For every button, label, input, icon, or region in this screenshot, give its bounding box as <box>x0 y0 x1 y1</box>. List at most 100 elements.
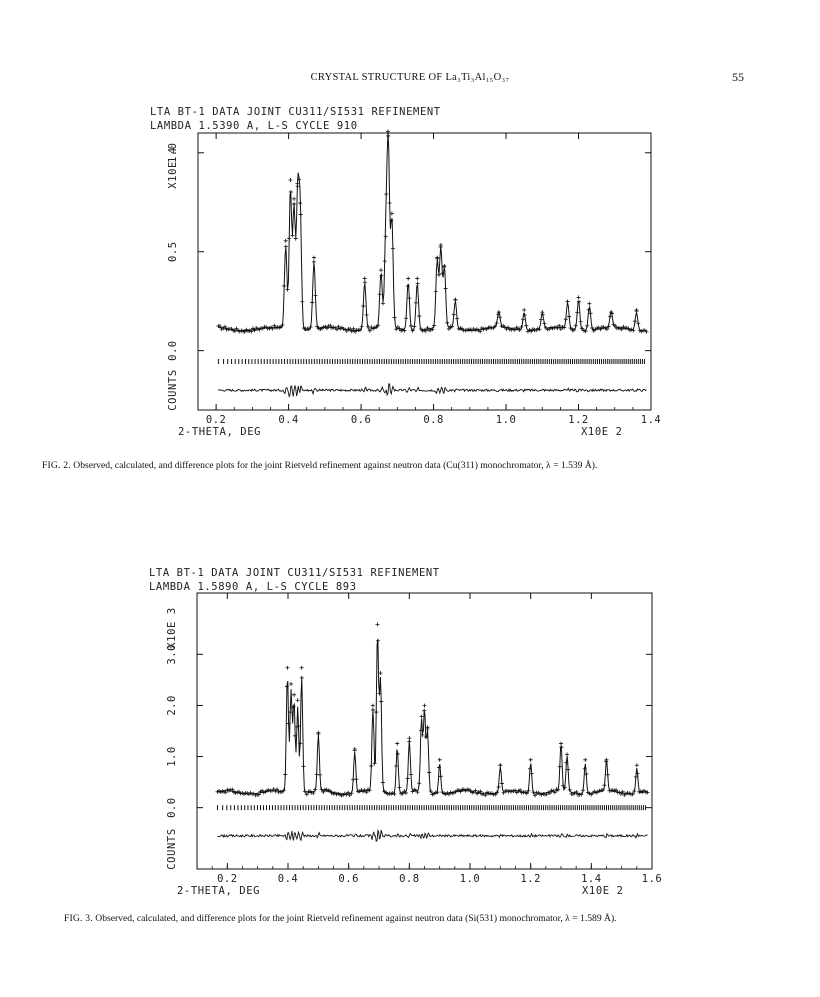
observed-point <box>313 293 318 298</box>
figure-3-label: FIG. 3. <box>64 913 93 924</box>
observed-point <box>494 790 499 795</box>
observed-point <box>415 281 420 286</box>
observed-point <box>218 324 223 329</box>
observed-point <box>256 792 261 797</box>
chart-title: LTA BT-1 DATA JOINT CU311/SI531 REFINEME… <box>150 106 441 118</box>
peak-marker <box>442 263 447 268</box>
peak-marker <box>565 752 570 757</box>
observed-point <box>435 790 440 795</box>
observed-point <box>422 708 427 713</box>
x-tick-label: 0.6 <box>338 873 358 885</box>
observed-points <box>216 129 649 334</box>
observed-point <box>630 792 635 797</box>
observed-point <box>579 792 584 797</box>
observed-point <box>272 323 277 328</box>
observed-point <box>313 787 318 792</box>
peak-marker <box>565 299 570 304</box>
peak-marker <box>389 211 394 216</box>
observed-point <box>366 324 371 329</box>
observed-point <box>291 704 296 709</box>
observed-point <box>602 783 607 788</box>
observed-point <box>529 771 534 776</box>
observed-point <box>325 326 330 331</box>
peak-marker <box>288 177 293 182</box>
observed-point <box>613 323 618 328</box>
observed-point <box>298 212 303 217</box>
observed-point <box>576 299 581 304</box>
observed-point <box>318 772 323 777</box>
observed-point <box>370 707 375 712</box>
peak-marker <box>316 730 321 735</box>
observed-point <box>584 772 589 777</box>
peak-marker <box>576 295 581 300</box>
observed-point <box>283 244 288 249</box>
observed-point <box>575 310 580 315</box>
observed-point <box>379 699 384 704</box>
observed-point <box>586 307 591 312</box>
observed-point <box>451 312 456 317</box>
peak-marker <box>292 196 297 201</box>
figure-2-caption-text: Observed, calculated, and difference plo… <box>73 460 598 471</box>
observed-point <box>605 772 610 777</box>
observed-point <box>418 728 423 733</box>
peak-marker <box>583 757 588 762</box>
observed-point <box>382 259 387 264</box>
y-tick-label: 0.5 <box>167 241 179 261</box>
x-tick-label: 1.4 <box>581 873 601 885</box>
observed-point <box>632 789 637 794</box>
peak-marker <box>362 276 367 281</box>
observed-point <box>404 316 409 321</box>
x-tick-label: 1.0 <box>460 873 480 885</box>
observed-point <box>377 292 382 297</box>
observed-point <box>407 296 412 301</box>
observed-point <box>614 788 619 793</box>
observed-point <box>280 322 285 327</box>
observed-point <box>417 781 422 786</box>
peak-marker <box>407 736 412 741</box>
observed-point <box>397 785 402 790</box>
observed-point <box>496 784 501 789</box>
observed-point <box>563 317 568 322</box>
observed-point <box>539 317 544 322</box>
observed-point <box>420 732 425 737</box>
observed-point <box>430 327 435 332</box>
peak-marker <box>378 671 383 676</box>
peak-marker <box>609 310 614 315</box>
observed-point <box>315 324 320 329</box>
reflection-ticks <box>216 805 646 811</box>
y-axis-multiplier: X10E 3 <box>166 607 178 649</box>
observed-point <box>499 781 504 786</box>
observed-point <box>374 710 379 715</box>
peak-marker <box>406 276 411 281</box>
observed-point <box>557 764 562 769</box>
observed-point <box>311 259 316 264</box>
observed-point <box>580 326 585 331</box>
observed-point <box>517 327 522 332</box>
observed-point <box>376 323 381 328</box>
observed-point <box>562 785 567 790</box>
peak-marker <box>311 255 316 260</box>
calculated-profile <box>217 639 648 795</box>
observed-point <box>299 675 304 680</box>
observed-point <box>620 789 625 794</box>
observed-point <box>561 783 566 788</box>
observed-point <box>334 327 339 332</box>
observed-point <box>415 790 420 795</box>
peak-marker <box>419 714 424 719</box>
observed-point <box>252 328 257 333</box>
observed-point <box>580 788 585 793</box>
figure-3-caption: FIG. 3. Observed, calculated, and differ… <box>64 913 784 925</box>
observed-point <box>290 233 295 238</box>
observed-point <box>618 792 623 797</box>
observed-point <box>528 766 533 771</box>
observed-point <box>578 319 583 324</box>
observed-point <box>249 329 254 334</box>
observed-point <box>636 321 641 326</box>
observed-point <box>293 236 298 241</box>
y-tick-label: 1.0 <box>167 143 179 163</box>
observed-point <box>542 321 547 326</box>
peak-marker <box>375 622 380 627</box>
observed-point <box>275 787 280 792</box>
peak-marker <box>498 763 503 768</box>
observed-point <box>443 286 448 291</box>
